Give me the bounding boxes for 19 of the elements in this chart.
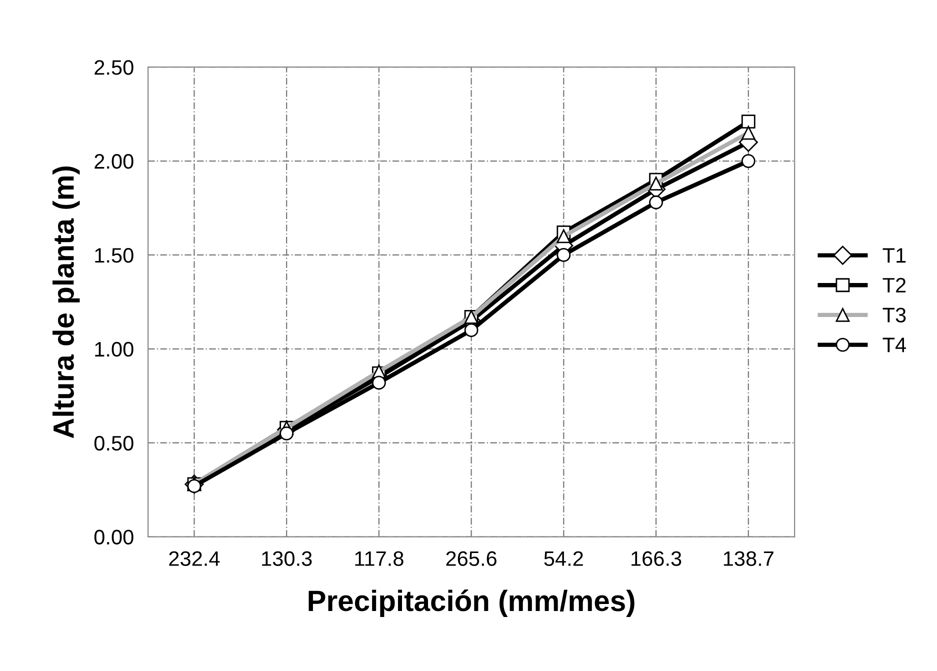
y-tick-label: 1.00 <box>95 342 134 357</box>
legend-label: T3 <box>882 308 906 322</box>
y-tick-label: 2.50 <box>94 60 134 75</box>
x-tick-label: 265.6 <box>446 551 496 566</box>
x-tick-label: 130.3 <box>262 551 312 566</box>
y-axis-title: Altura de planta (m) <box>52 166 80 438</box>
legend-label: T1 <box>882 248 906 263</box>
x-tick-label: 138.7 <box>724 551 774 566</box>
x-tick-label: 54.2 <box>544 551 583 566</box>
legend-label: T2 <box>882 278 906 292</box>
legend-label: T4 <box>882 338 906 352</box>
y-tick-label: 2.00 <box>94 154 134 169</box>
x-tick-label: 166.3 <box>632 551 682 566</box>
y-tick-label: 0.00 <box>94 530 134 545</box>
x-tick-label: 232.4 <box>169 551 220 566</box>
y-tick-label: 1.50 <box>95 248 134 263</box>
x-tick-label: 117.8 <box>355 551 404 566</box>
y-tick-label: 0.50 <box>94 436 134 451</box>
x-axis-title: Precipitación (mm/mes) <box>308 590 634 617</box>
